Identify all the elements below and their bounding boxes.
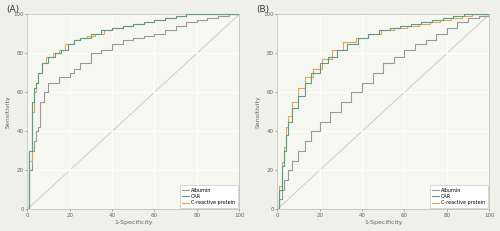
X-axis label: 1-Specificity: 1-Specificity xyxy=(114,220,152,225)
Text: (B): (B) xyxy=(256,5,269,14)
Legend: Albumin, CAR, C-reactive protein: Albumin, CAR, C-reactive protein xyxy=(180,185,238,208)
Legend: Albumin, CAR, C-reactive protein: Albumin, CAR, C-reactive protein xyxy=(430,185,488,208)
X-axis label: 1-Specificity: 1-Specificity xyxy=(364,220,403,225)
Y-axis label: Sensitivity: Sensitivity xyxy=(256,95,260,128)
Y-axis label: Sensitivity: Sensitivity xyxy=(6,95,10,128)
Text: (A): (A) xyxy=(6,5,19,14)
